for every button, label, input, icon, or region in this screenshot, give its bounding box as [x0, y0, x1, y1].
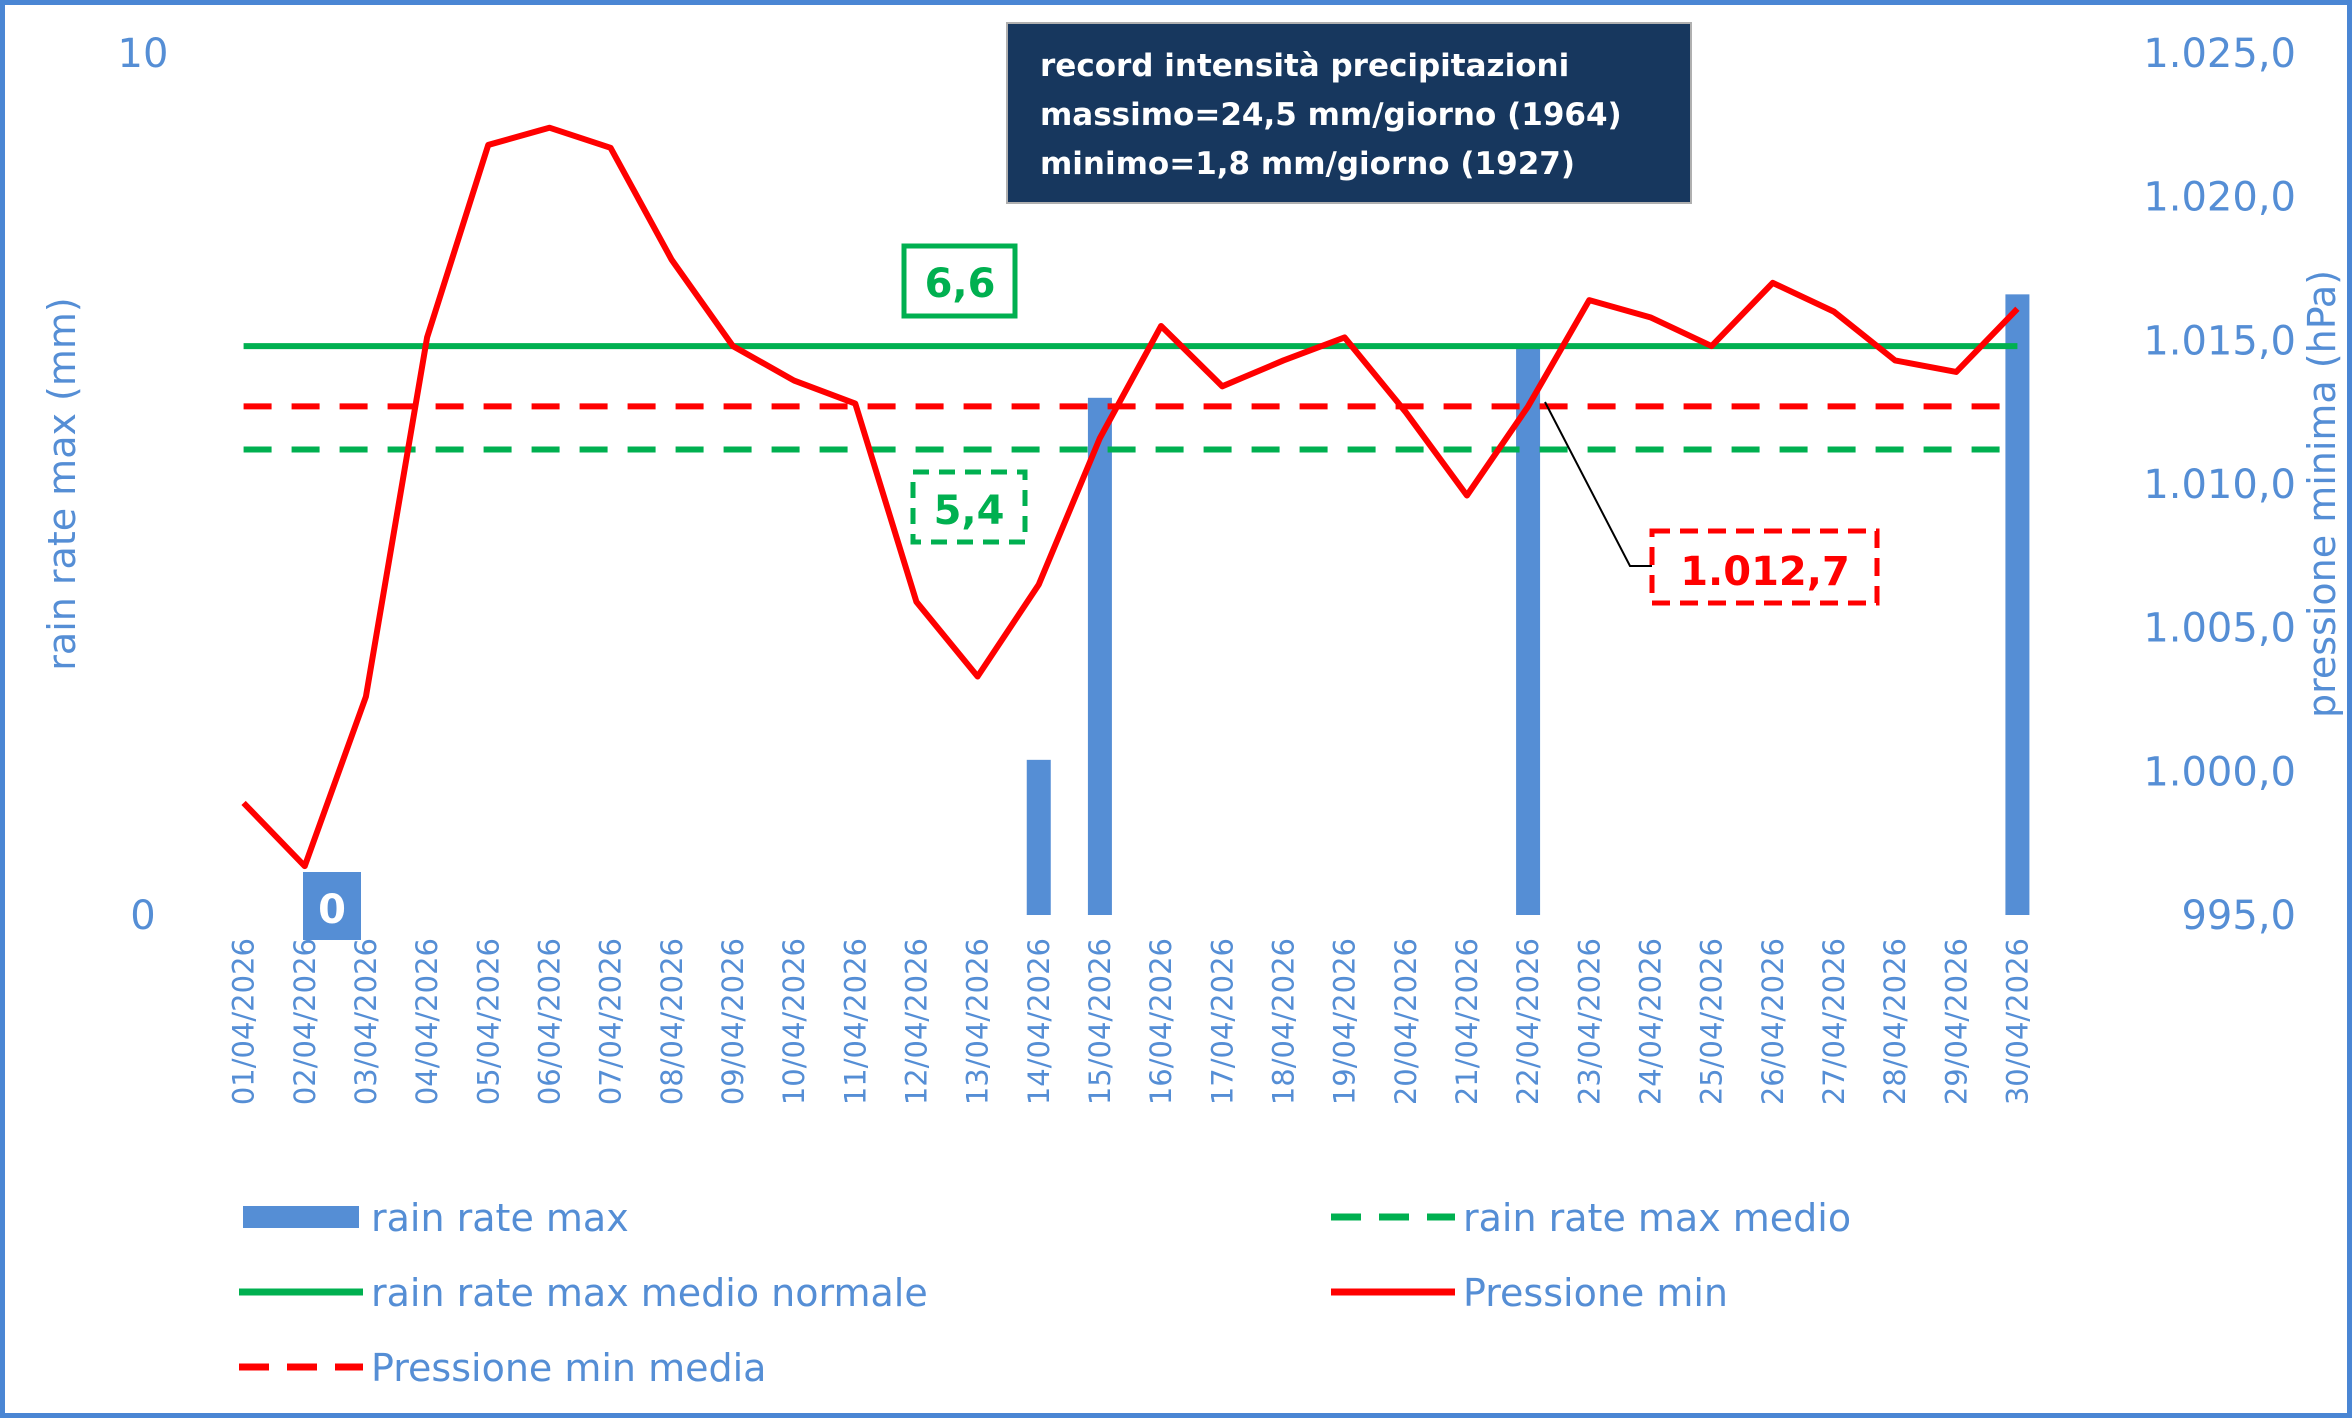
x-tick-label: 29/04/2026: [1939, 938, 1973, 1105]
x-tick-label: 15/04/2026: [1083, 938, 1117, 1105]
label-pressione-leader: [1544, 401, 1652, 567]
x-tick-label: 16/04/2026: [1144, 938, 1178, 1105]
y-right-tick: 1.025,0: [2143, 31, 2296, 77]
label-medio-normale: 6,6: [925, 261, 996, 307]
label-medio: 5,4: [934, 488, 1005, 534]
x-tick-label: 17/04/2026: [1205, 938, 1239, 1105]
x-tick-label: 07/04/2026: [594, 938, 628, 1105]
lines-layer: [241, 124, 2020, 870]
y-right-tick: 995,0: [2181, 893, 2296, 939]
x-tick-label: 26/04/2026: [1756, 938, 1790, 1105]
label-zero-box: [303, 872, 361, 940]
bars-layer: [1026, 294, 2030, 916]
line-pressione-min: [241, 124, 2020, 870]
x-tick-label: 11/04/2026: [838, 938, 872, 1105]
y-left-tick-max: 10: [118, 31, 169, 77]
x-tick-label: 08/04/2026: [655, 938, 689, 1105]
y-right-tick: 1.020,0: [2143, 175, 2296, 221]
axes-layer: 10 0 995,0 1.000,0 1.005,0 1.010,0 1.015,0 1.02…: [118, 31, 2296, 1105]
x-tick-label: 13/04/2026: [961, 938, 995, 1105]
bar-14/04/2026: [1026, 759, 1051, 915]
bar-30/04/2026: [2005, 294, 2030, 915]
info-box-line-2: massimo=24,5 mm/giorno (1964): [1040, 97, 1622, 133]
label-pressione-media-box: [1649, 528, 1880, 606]
x-tick-label: 28/04/2026: [1878, 938, 1912, 1105]
y-right-tick: 1.010,0: [2143, 462, 2296, 508]
label-pressione-media: 1.012,7: [1680, 549, 1850, 595]
legend-swatch: [243, 1206, 359, 1228]
y-right-tick: 1.000,0: [2143, 749, 2296, 795]
label-medio-box: [910, 469, 1028, 545]
legend-label: rain rate max medio normale: [371, 1271, 928, 1315]
legend-item-4: Pressione min media: [239, 1346, 766, 1390]
x-tick-label: 01/04/2026: [227, 938, 261, 1105]
x-tick-label: 03/04/2026: [349, 938, 383, 1105]
x-tick-label: 09/04/2026: [716, 938, 750, 1105]
x-tick-label: 22/04/2026: [1511, 938, 1545, 1105]
x-tick-label: 23/04/2026: [1572, 938, 1606, 1105]
legend-label: rain rate max medio: [1463, 1196, 1851, 1240]
x-tick-label: 21/04/2026: [1450, 938, 1484, 1105]
x-tick-label: 12/04/2026: [899, 938, 933, 1105]
x-tick-label: 30/04/2026: [2000, 938, 2034, 1105]
legend-item-3: Pressione min: [1331, 1271, 1728, 1315]
y-left-tick-min: 0: [130, 893, 155, 939]
label-medio-normale-box: [901, 243, 1018, 319]
legend-label: Pressione min media: [371, 1346, 766, 1390]
x-tick-label: 24/04/2026: [1633, 938, 1667, 1105]
x-tick-label: 27/04/2026: [1817, 938, 1851, 1105]
legend-label: rain rate max: [371, 1196, 629, 1240]
x-tick-label: 18/04/2026: [1266, 938, 1300, 1105]
y-right-tick: 1.005,0: [2143, 606, 2296, 652]
x-tick-label: 19/04/2026: [1328, 938, 1362, 1105]
x-tick-label: 20/04/2026: [1389, 938, 1423, 1105]
info-box-background: [1006, 22, 1692, 204]
legend: rain rate max rain rate max medio rain rat…: [239, 1196, 1851, 1390]
bar-22/04/2026: [1516, 346, 1541, 916]
info-box-line-3: minimo=1,8 mm/giorno (1927): [1040, 146, 1575, 182]
legend-item-1: rain rate max medio: [1331, 1196, 1851, 1240]
y-axis-right-title: pressione minima (hPa): [2300, 270, 2344, 718]
x-tick-label: 14/04/2026: [1022, 938, 1056, 1105]
y-right-tick: 1.015,0: [2143, 318, 2296, 364]
bar-15/04/2026: [1087, 397, 1112, 915]
x-tick-label: 05/04/2026: [471, 938, 505, 1105]
legend-item-2: rain rate max medio normale: [239, 1271, 928, 1315]
y-axis-left-title: rain rate max (mm): [40, 297, 84, 670]
x-tick-label: 25/04/2026: [1695, 938, 1729, 1105]
info-box-line-1: record intensità precipitazioni: [1040, 48, 1569, 84]
x-tick-label: 02/04/2026: [288, 938, 322, 1105]
x-tick-label: 10/04/2026: [777, 938, 811, 1105]
info-box: record intensità precipitazioni massimo=…: [1006, 22, 1692, 204]
legend-item-0: rain rate max: [243, 1196, 629, 1240]
x-tick-label: 04/04/2026: [410, 938, 444, 1105]
legend-label: Pressione min: [1463, 1271, 1728, 1315]
labels-layer: 0 6,6 5,4 1.012,7: [303, 243, 1880, 940]
label-zero: 0: [318, 887, 346, 933]
x-tick-label: 06/04/2026: [532, 938, 566, 1105]
